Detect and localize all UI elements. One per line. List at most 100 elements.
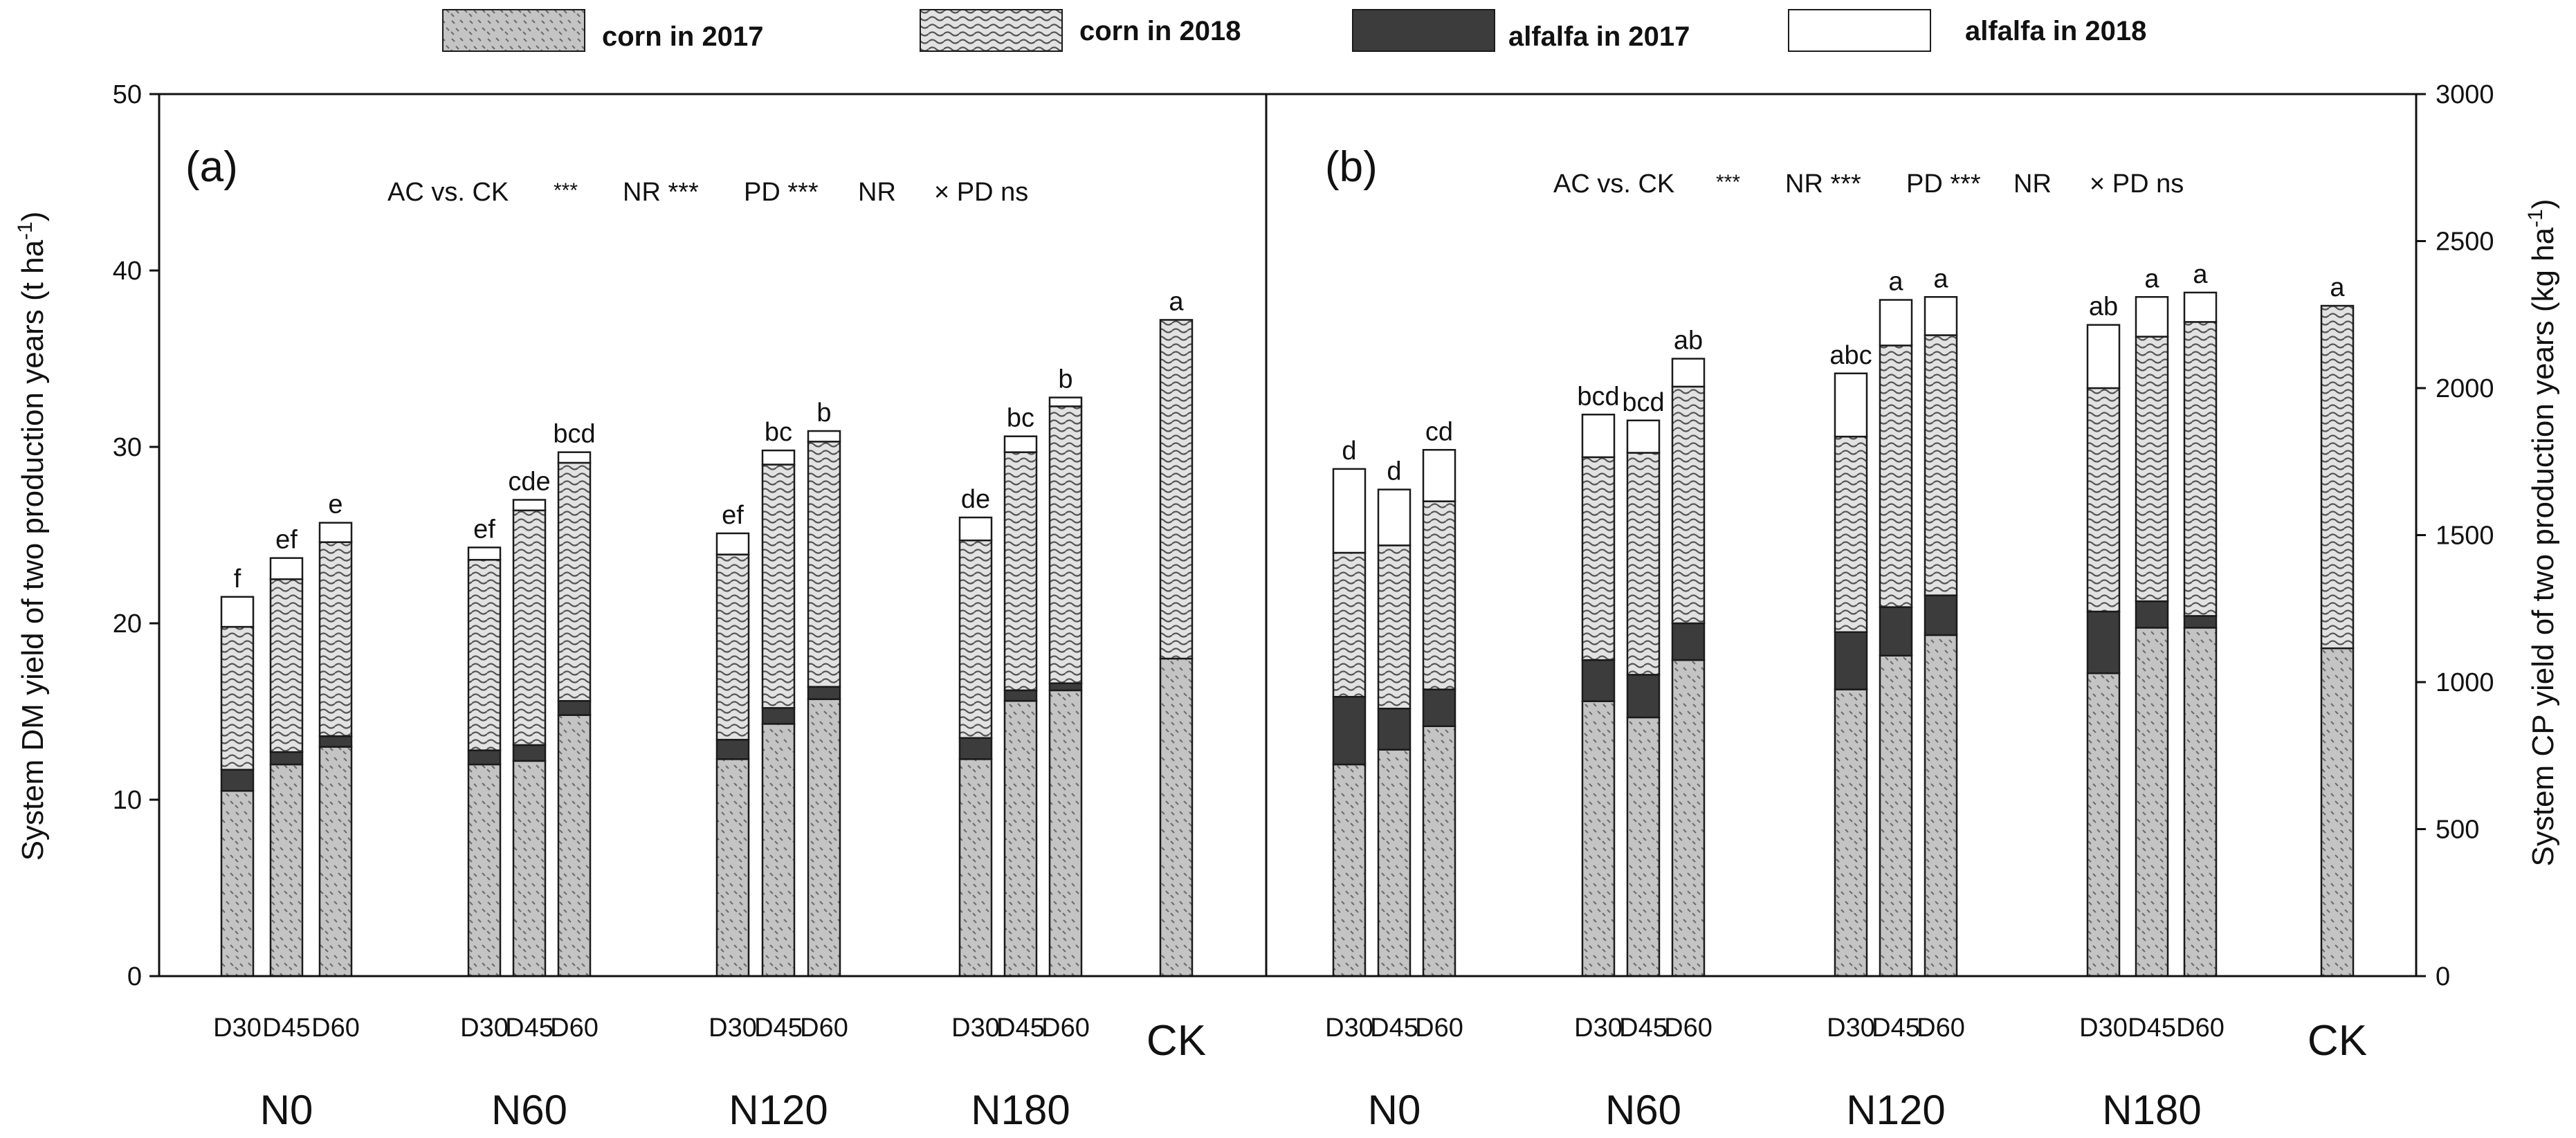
bar-seg-b-1-alf2018 [1377, 488, 1412, 547]
legend-swatch-corn2018 [920, 9, 1063, 52]
bar-seg-b-2-corn2018 [1422, 500, 1456, 690]
bar-seg-a-4-corn2017 [512, 760, 547, 978]
bar-seg-a-8-alf2017 [807, 686, 841, 700]
bar-seg-b-11-alf2018 [2183, 291, 2218, 323]
bar-seg-b-1-corn2017 [1377, 749, 1412, 978]
sig-letter-b-7: a [1888, 268, 1903, 297]
sig-letter-a-7: bc [765, 418, 792, 447]
legend-swatch-alfalfa2018 [1788, 9, 1931, 52]
y-tick-label-a-1: 10 [113, 786, 142, 815]
bar-seg-a-1-alf2017 [269, 751, 304, 766]
bar-seg-b-0-corn2017 [1332, 763, 1367, 978]
x-tick-label-a-3: D30 [460, 1013, 509, 1043]
bar-seg-a-3-alf2018 [467, 547, 502, 561]
bar-seg-b-8-corn2017 [1924, 634, 1958, 978]
bar-seg-a-6-corn2017 [715, 758, 750, 978]
bar-seg-b-7-alf2018 [1879, 299, 1913, 347]
ck-label-b: CK [2308, 1017, 2367, 1065]
bar-seg-b-3-alf2017 [1581, 659, 1616, 702]
bar-seg-a-10-corn2018 [1003, 451, 1038, 692]
stat-nrxpd: × PD ns [934, 178, 1028, 207]
x-tick-label-b-6: D30 [1827, 1013, 1875, 1043]
bar-seg-a-4-corn2018 [512, 509, 547, 746]
bar-seg-a-9-alf2018 [958, 516, 993, 542]
bar-seg-b-7-alf2017 [1879, 606, 1913, 657]
sig-letter-a-2: e [328, 490, 342, 520]
bar-seg-b-4-alf2017 [1626, 674, 1661, 719]
bar-seg-b-9-alf2018 [2086, 324, 2121, 389]
bar-seg-b-5-alf2017 [1671, 622, 1706, 661]
bar-seg-a-2-corn2018 [318, 541, 353, 737]
bar-seg-a-8-corn2018 [807, 441, 841, 688]
bar-seg-a-1-corn2017 [269, 763, 304, 978]
panel-b-label: (b) [1325, 143, 1378, 191]
bar-seg-b-6-corn2018 [1834, 435, 1868, 633]
bar-seg-a-7-corn2018 [761, 464, 796, 709]
sig-letter-a-3: ef [473, 515, 495, 544]
y-tick-label-a-4: 40 [113, 257, 142, 286]
panel-a-label: (a) [185, 143, 238, 191]
x-tick-label-a-8: D60 [800, 1013, 848, 1043]
bar-seg-b-9-corn2018 [2086, 387, 2121, 613]
y-axis-title-left: System DM yield of two production years … [14, 212, 50, 861]
bar-seg-b-0-alf2017 [1332, 696, 1367, 766]
bar-seg-a-12-corn2018 [1159, 319, 1194, 660]
group-label-n60-b: N60 [1605, 1087, 1681, 1133]
bar-seg-a-10-alf2018 [1003, 435, 1038, 453]
x-tick-label-b-3: D30 [1574, 1013, 1623, 1043]
bar-seg-a-3-corn2018 [467, 558, 502, 751]
bar-seg-b-10-corn2017 [2135, 627, 2169, 978]
group-labels: N0 N60 N120 N180 CK N0 N60 N120 N180 CK [260, 1017, 2367, 1133]
bar-seg-b-10-alf2017 [2135, 600, 2169, 629]
bar-seg-b-6-alf2017 [1834, 631, 1868, 690]
group-label-n120-a: N120 [729, 1087, 828, 1133]
bar-seg-a-5-alf2017 [557, 699, 592, 716]
bar-seg-b-10-corn2018 [2135, 336, 2169, 603]
group-label-n0-b: N0 [1368, 1087, 1421, 1133]
ck-label-a: CK [1147, 1017, 1206, 1065]
stat-nr2: NR [858, 178, 896, 207]
bar-seg-b-8-corn2018 [1924, 334, 1958, 596]
bar-seg-b-0-corn2018 [1332, 551, 1367, 698]
x-tick-label-b-2: D60 [1415, 1013, 1463, 1043]
group-label-n180-a: N180 [971, 1087, 1070, 1133]
bar-seg-a-12-corn2017 [1159, 657, 1194, 978]
y-tick-label-b-0: 0 [2436, 962, 2450, 991]
bar-seg-a-6-alf2017 [715, 739, 750, 760]
bar-seg-a-0-corn2018 [220, 625, 255, 771]
y-tick-label-a-2: 20 [113, 609, 142, 639]
bar-seg-a-7-corn2017 [761, 723, 796, 978]
bar-seg-b-4-corn2018 [1626, 452, 1661, 676]
y-tick-label-a-5: 50 [113, 80, 142, 109]
panel-a-stats: AC vs. CK *** NR *** PD *** NR × PD ns [387, 178, 1028, 207]
y-tick-label-b-2: 1000 [2436, 668, 2494, 697]
bar-seg-a-1-corn2018 [269, 578, 304, 753]
x-tick-label-b-10: D45 [2128, 1013, 2176, 1043]
sig-letter-b-8: a [1933, 264, 1948, 293]
sig-letter-a-0: f [234, 565, 241, 594]
bar-seg-b-1-corn2018 [1377, 544, 1412, 710]
bar-seg-b-5-corn2017 [1671, 659, 1706, 978]
bar-seg-b-11-corn2018 [2183, 321, 2218, 617]
bar-seg-a-1-alf2018 [269, 557, 304, 580]
x-tick-label-a-2: D60 [311, 1013, 360, 1043]
bar-seg-a-10-corn2017 [1003, 699, 1038, 978]
x-tick-label-a-10: D45 [996, 1013, 1045, 1043]
y-tick-label-a-3: 30 [113, 433, 142, 462]
y-tick-label-b-6: 3000 [2436, 80, 2494, 109]
bar-seg-b-10-alf2018 [2135, 296, 2169, 338]
panel-b: 0 500 1000 1500 2000 2500 3000 d D30 d D45 cd D60 bcd… [1325, 80, 2494, 1043]
bar-seg-a-2-corn2017 [318, 746, 353, 978]
bar-seg-b-9-alf2017 [2086, 610, 2121, 674]
bar-seg-a-5-corn2018 [557, 461, 592, 702]
sig-letter-b-0: d [1342, 437, 1356, 466]
sig-letter-a-10: bc [1007, 404, 1034, 433]
sig-letter-a-4: cde [508, 468, 550, 497]
legend-swatch-corn2017 [442, 9, 585, 52]
stat-nrxpd: × PD ns [2090, 169, 2184, 199]
stat-pd: PD *** [1906, 169, 1981, 199]
bar-seg-b-3-corn2017 [1581, 700, 1616, 978]
sig-letter-a-5: bcd [553, 420, 595, 449]
stat-nr: NR *** [1785, 169, 1861, 199]
